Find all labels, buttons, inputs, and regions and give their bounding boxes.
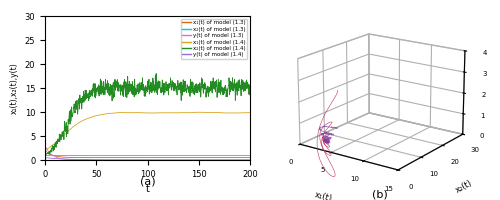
X-axis label: t: t <box>146 184 150 194</box>
X-axis label: x₁(t): x₁(t) <box>314 190 334 200</box>
Y-axis label: x₁(t),x₂(t),y(t): x₁(t),x₂(t),y(t) <box>10 62 19 114</box>
Y-axis label: x₂(t): x₂(t) <box>454 178 474 195</box>
Legend: x₁(t) of model (1.3), x₂(t) of model (1.3), y(t) of model (1.3), x₁(t) of model : x₁(t) of model (1.3), x₂(t) of model (1.… <box>180 19 247 59</box>
Text: (b): (b) <box>372 190 388 200</box>
Text: (a): (a) <box>140 176 156 186</box>
